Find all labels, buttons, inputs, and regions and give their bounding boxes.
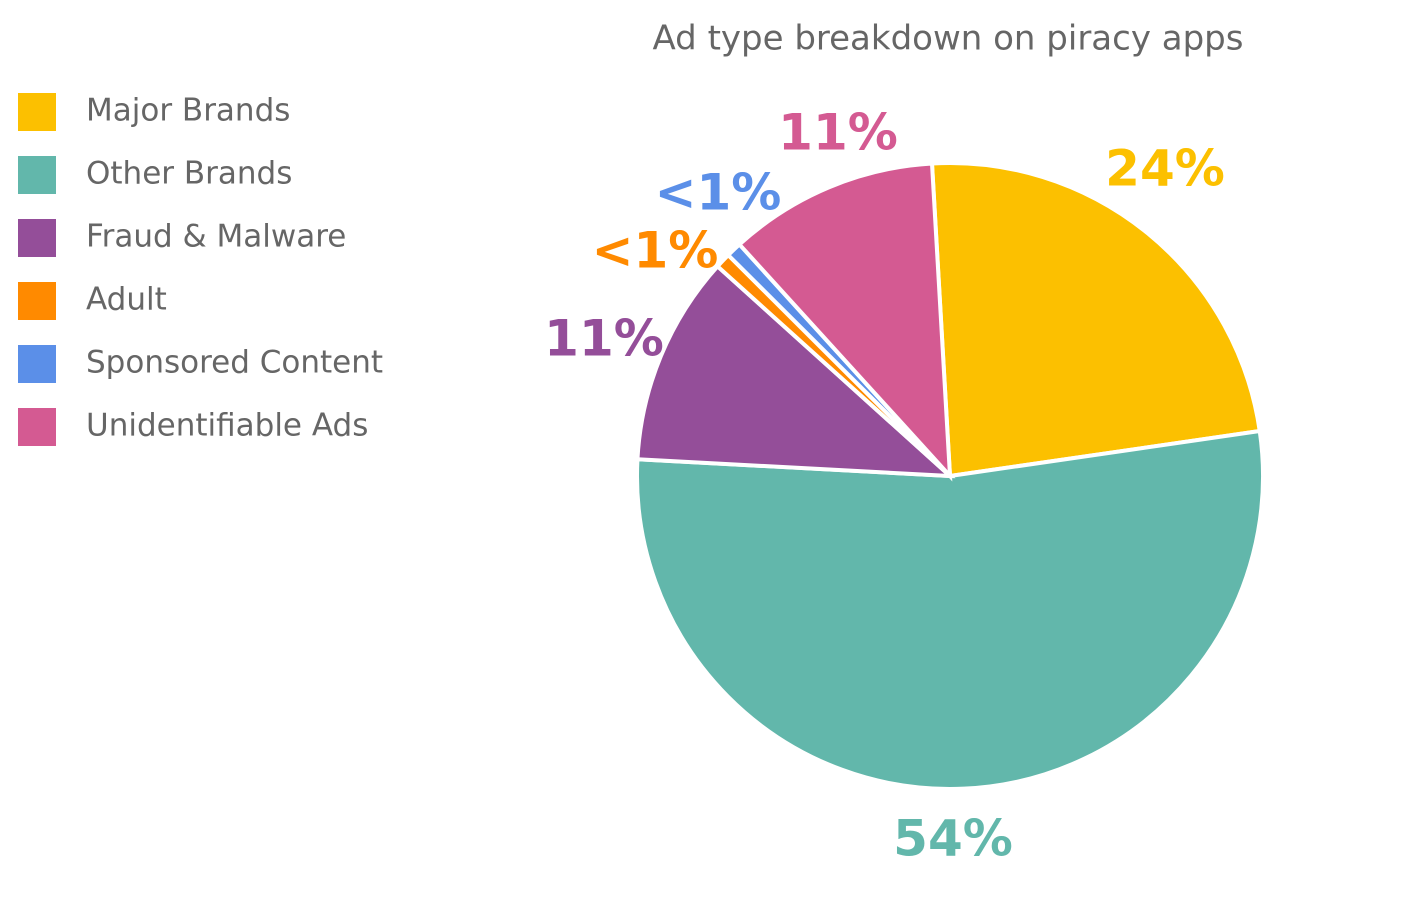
pie-slice [635, 263, 956, 479]
legend-swatch [18, 219, 56, 257]
value-label: <1% [655, 164, 782, 222]
chart-title: Ad type breakdown on piracy apps [653, 19, 1244, 59]
legend-text: Adult [86, 282, 167, 318]
legend-swatch [18, 282, 56, 320]
legend-swatch [18, 93, 56, 131]
pie-slice [635, 428, 1265, 791]
value-label: 54% [893, 810, 1013, 868]
legend-text: Fraud & Malware [86, 219, 346, 255]
legend-swatch [18, 408, 56, 446]
value-label: 24% [1105, 140, 1225, 198]
value-label: 11% [778, 104, 898, 162]
legend-text: Sponsored Content [86, 345, 383, 381]
legend-swatch [18, 156, 56, 194]
legend-text: Major Brands [86, 93, 290, 129]
pie-slice [929, 161, 1263, 479]
value-label: 11% [544, 310, 664, 368]
legend-text: Unidentifiable Ads [86, 408, 368, 444]
legend-text: Other Brands [86, 156, 292, 192]
value-label: <1% [592, 222, 719, 280]
pie-slice [736, 161, 953, 482]
legend-swatch [18, 345, 56, 383]
